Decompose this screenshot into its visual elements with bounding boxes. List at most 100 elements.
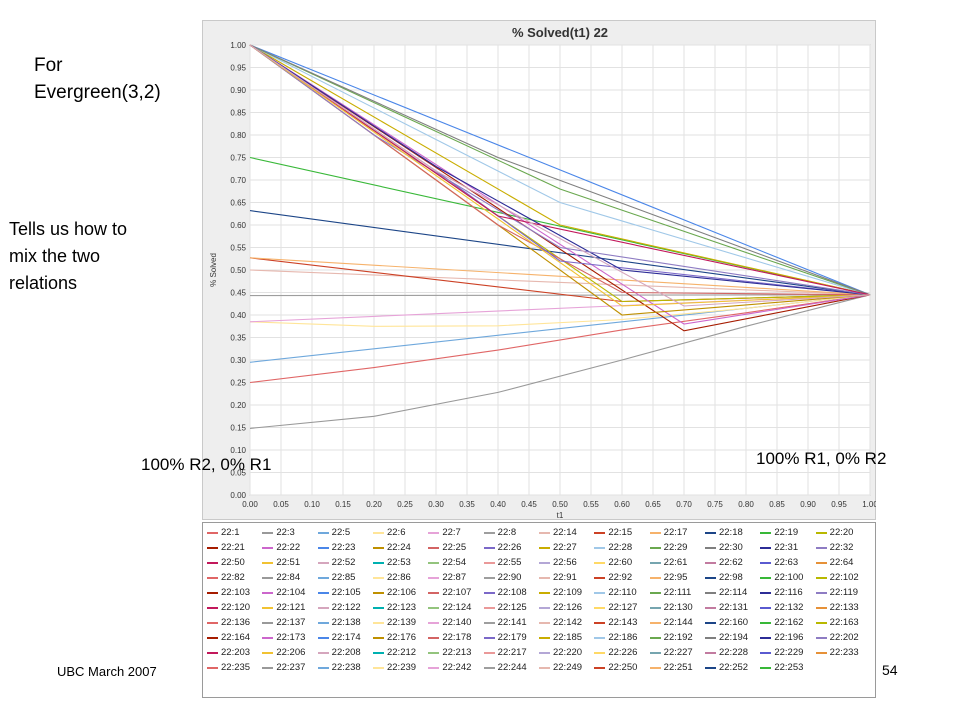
legend-item: 22:251: [649, 661, 705, 674]
legend-swatch: [538, 621, 550, 624]
y-tick-label: 0.90: [230, 86, 246, 95]
legend-item: 22:139: [372, 616, 428, 629]
legend-label: 22:23: [331, 542, 356, 553]
legend-label: 22:133: [829, 602, 859, 613]
legend-swatch: [649, 606, 661, 609]
legend-swatch: [649, 546, 661, 549]
legend-label: 22:131: [718, 602, 749, 613]
legend-swatch: [317, 531, 329, 534]
y-tick-label: 0.00: [230, 491, 246, 500]
legend-label: 22:174: [331, 632, 361, 643]
legend-label: 22:53: [386, 557, 411, 568]
legend-label: 22:3: [276, 527, 295, 538]
legend-item: 22:95: [649, 571, 705, 584]
legend-item: 22:23: [317, 541, 373, 554]
y-axis-label: % Solved: [209, 253, 218, 287]
legend-item: 22:86: [372, 571, 428, 584]
legend-swatch: [594, 621, 606, 624]
legend-item: 22:7: [428, 526, 483, 539]
legend-item: 22:140: [428, 616, 483, 629]
legend-swatch: [815, 576, 827, 579]
legend-label: 22:7: [442, 527, 461, 538]
series-line: [249, 269, 871, 296]
legend-label: 22:127: [608, 602, 638, 613]
legend-label: 22:29: [663, 542, 688, 553]
legend-swatch: [594, 636, 606, 639]
legend-swatch: [704, 531, 716, 534]
y-tick-label: 0.75: [230, 154, 246, 163]
legend-label: 22:5: [331, 527, 351, 538]
legend-swatch: [428, 621, 440, 624]
legend-label: 22:105: [331, 587, 361, 598]
legend-label: 22:102: [829, 572, 859, 583]
legend-item: 22:82: [207, 571, 262, 584]
legend-label: 22:82: [221, 572, 245, 583]
legend-item: 22:28: [594, 541, 649, 554]
series-line: [249, 44, 871, 296]
legend-label: 22:252: [718, 662, 749, 673]
legend-item: 22:121: [262, 601, 317, 614]
legend-label: 22:28: [608, 542, 633, 553]
legend-label: 22:237: [276, 662, 306, 673]
legend-swatch: [704, 546, 716, 549]
x-tick-label: 0.65: [645, 500, 661, 509]
legend-label: 22:114: [718, 587, 748, 598]
legend-swatch: [372, 591, 384, 594]
legend-swatch: [760, 531, 772, 534]
legend-swatch: [483, 621, 495, 624]
legend-item: 22:235: [207, 661, 262, 674]
legend-swatch: [704, 576, 716, 579]
legend-swatch: [372, 531, 384, 534]
series-line: [249, 44, 871, 296]
legend-swatch: [428, 636, 440, 639]
series-line: [249, 210, 871, 296]
x-tick-label: 0.00: [242, 500, 258, 509]
legend-label: 22:144: [663, 617, 693, 628]
legend-item: 22:111: [649, 586, 705, 599]
legend-label: 22:85: [331, 572, 356, 583]
legend-label: 22:130: [663, 602, 693, 613]
legend-swatch: [760, 651, 772, 654]
legend-swatch: [428, 651, 440, 654]
legend-label: 22:14: [552, 527, 577, 538]
legend-item: 22:229: [760, 646, 815, 659]
y-tick-label: 0.35: [230, 334, 246, 343]
legend-swatch: [262, 591, 274, 594]
legend-item: 22:242: [428, 661, 483, 674]
legend-swatch: [372, 666, 384, 669]
legend-swatch: [207, 576, 218, 579]
legend-label: 22:206: [276, 647, 306, 658]
legend-item: 22:15: [594, 526, 649, 539]
legend-label: 22:51: [276, 557, 301, 568]
x-tick-label: 0.10: [304, 500, 320, 509]
legend-item: 22:108: [483, 586, 539, 599]
legend-item: 22:238: [317, 661, 373, 674]
series-line: [249, 44, 871, 296]
legend-swatch: [704, 591, 716, 594]
x-tick-label: 0.25: [397, 500, 413, 509]
y-tick-label: 0.30: [230, 356, 246, 365]
legend-item: 22:55: [483, 556, 539, 569]
legend-item: 22:185: [538, 631, 594, 644]
legend-swatch: [262, 621, 274, 624]
x-tick-label: 0.45: [521, 500, 537, 509]
note-evergreen: For Evergreen(3,2): [34, 55, 161, 103]
legend-swatch: [594, 531, 606, 534]
legend-swatch: [262, 606, 274, 609]
legend-swatch: [428, 666, 440, 669]
series-line: [249, 294, 871, 297]
legend-label: 22:244: [497, 662, 527, 673]
legend-item: 22:26: [483, 541, 539, 554]
legend-label: 22:61: [663, 557, 688, 568]
legend-label: 22:98: [718, 572, 743, 583]
x-axis-label: t1: [557, 511, 564, 520]
legend-swatch: [207, 561, 218, 564]
legend-item: 22:119: [815, 586, 871, 599]
legend-swatch: [372, 651, 384, 654]
x-tick-label: 0.75: [707, 500, 723, 509]
legend-swatch: [207, 546, 218, 549]
legend-label: 22:100: [774, 572, 804, 583]
legend-item: 22:62: [704, 556, 760, 569]
legend-label: 22:212: [386, 647, 417, 658]
legend-swatch: [815, 621, 827, 624]
